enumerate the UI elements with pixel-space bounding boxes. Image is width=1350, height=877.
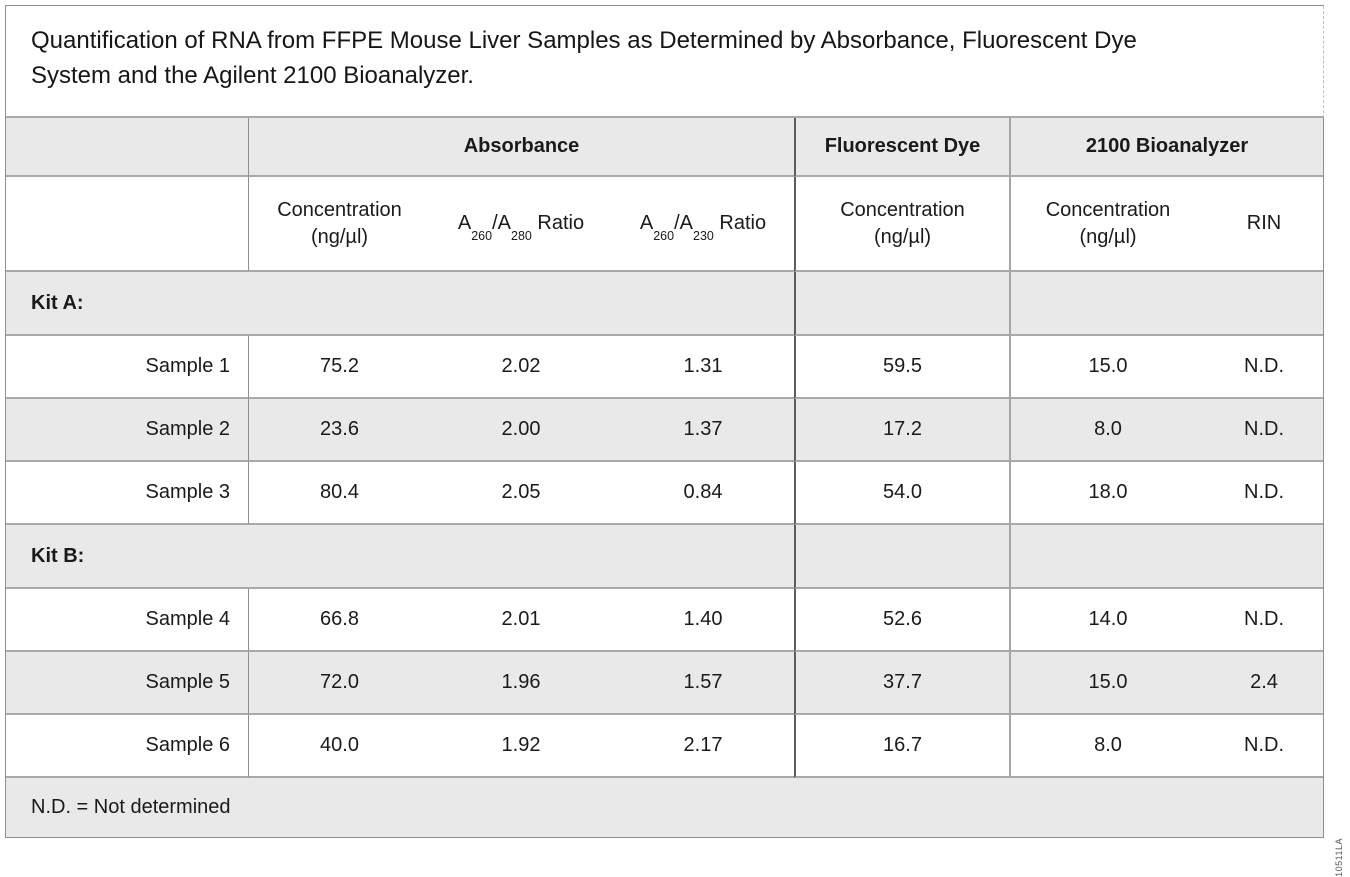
figure-part-number: 10511LA <box>1334 838 1344 877</box>
sample-4-bio-conc: 14.0 <box>1009 589 1205 652</box>
sample-6-label: Sample 6 <box>6 715 248 778</box>
section-label-kit-a: Kit A: <box>6 272 794 336</box>
sample-5-ratio280: 1.96 <box>430 652 612 715</box>
table-row-sample-1: Sample 1 75.2 2.02 1.31 59.5 15.0 N.D. <box>6 336 1323 399</box>
sample-4-abs-conc: 66.8 <box>248 589 430 652</box>
col-header-dye-concentration: Concentration (ng/µl) <box>794 177 1009 272</box>
sample-3-abs-conc: 80.4 <box>248 462 430 525</box>
section-kit-b-dye-empty <box>794 525 1009 589</box>
table-row-sample-3: Sample 3 80.4 2.05 0.84 54.0 18.0 N.D. <box>6 462 1323 525</box>
sample-2-rin: N.D. <box>1205 399 1323 462</box>
col-header-rin: RIN <box>1205 177 1323 272</box>
sample-6-ratio280: 1.92 <box>430 715 612 778</box>
sub-header-empty <box>6 177 248 272</box>
group-header-row: Absorbance Fluorescent Dye 2100 Bioanaly… <box>6 118 1323 177</box>
sample-3-dye-conc: 54.0 <box>794 462 1009 525</box>
sample-1-label: Sample 1 <box>6 336 248 399</box>
footnote-text: N.D. = Not determined <box>6 778 1323 837</box>
section-label-kit-b: Kit B: <box>6 525 794 589</box>
section-kit-b-bio-empty <box>1009 525 1323 589</box>
sample-3-rin: N.D. <box>1205 462 1323 525</box>
figure-title-line1: Quantification of RNA from FFPE Mouse Li… <box>31 27 1137 54</box>
col-header-bio-concentration: Concentration (ng/µl) <box>1009 177 1205 272</box>
sample-3-ratio230: 0.84 <box>612 462 794 525</box>
sample-4-ratio280: 2.01 <box>430 589 612 652</box>
sample-5-abs-conc: 72.0 <box>248 652 430 715</box>
sample-3-label: Sample 3 <box>6 462 248 525</box>
sample-5-dye-conc: 37.7 <box>794 652 1009 715</box>
sample-2-ratio280: 2.00 <box>430 399 612 462</box>
table-row-sample-5: Sample 5 72.0 1.96 1.57 37.7 15.0 2.4 <box>6 652 1323 715</box>
sample-1-dye-conc: 59.5 <box>794 336 1009 399</box>
sample-5-bio-conc: 15.0 <box>1009 652 1205 715</box>
col-header-dye-concentration-line1: Concentration <box>840 198 965 221</box>
sample-5-rin: 2.4 <box>1205 652 1323 715</box>
sample-2-ratio230: 1.37 <box>612 399 794 462</box>
data-table: Absorbance Fluorescent Dye 2100 Bioanaly… <box>6 118 1324 837</box>
col-header-bio-concentration-line1: Concentration <box>1045 198 1171 221</box>
sample-2-bio-conc: 8.0 <box>1009 399 1205 462</box>
col-group-bioanalyzer: 2100 Bioanalyzer <box>1009 118 1323 177</box>
sample-4-rin: N.D. <box>1205 589 1323 652</box>
sample-1-ratio280: 2.02 <box>430 336 612 399</box>
col-header-bio-concentration-line2: (ng/µl) <box>1079 225 1137 248</box>
sample-6-ratio230: 2.17 <box>612 715 794 778</box>
sample-2-dye-conc: 17.2 <box>794 399 1009 462</box>
sample-2-label: Sample 2 <box>6 399 248 462</box>
group-header-empty <box>6 118 248 177</box>
sample-6-bio-conc: 8.0 <box>1009 715 1205 778</box>
col-header-dye-concentration-line2: (ng/µl) <box>873 225 932 248</box>
section-row-kit-a: Kit A: <box>6 272 1323 336</box>
sample-4-label: Sample 4 <box>6 589 248 652</box>
col-header-abs-concentration-line1: Concentration <box>277 198 402 221</box>
col-group-absorbance: Absorbance <box>248 118 794 177</box>
table-row-sample-4: Sample 4 66.8 2.01 1.40 52.6 14.0 N.D. <box>6 589 1323 652</box>
a260-a280-ratio-label: A260/A280 Ratio <box>457 212 585 243</box>
a260-a230-ratio-label: A260/A230 Ratio <box>639 212 767 243</box>
sample-5-ratio230: 1.57 <box>612 652 794 715</box>
sample-1-bio-conc: 15.0 <box>1009 336 1205 399</box>
sample-3-bio-conc: 18.0 <box>1009 462 1205 525</box>
col-header-abs-concentration: Concentration (ng/µl) <box>248 177 430 272</box>
sample-6-rin: N.D. <box>1205 715 1323 778</box>
sample-4-ratio230: 1.40 <box>612 589 794 652</box>
figure-title-line2: System and the Agilent 2100 Bioanalyzer. <box>31 62 474 89</box>
section-kit-a-bio-empty <box>1009 272 1323 336</box>
section-row-kit-b: Kit B: <box>6 525 1323 589</box>
section-kit-a-dye-empty <box>794 272 1009 336</box>
sample-1-ratio230: 1.31 <box>612 336 794 399</box>
sub-header-row: Concentration (ng/µl) A260/A280 Ratio A2… <box>6 177 1323 272</box>
col-header-a260-a280-ratio: A260/A280 Ratio <box>430 177 612 272</box>
figure-title: Quantification of RNA from FFPE Mouse Li… <box>6 6 1324 118</box>
sample-3-ratio280: 2.05 <box>430 462 612 525</box>
table-figure: Quantification of RNA from FFPE Mouse Li… <box>5 5 1324 838</box>
sample-4-dye-conc: 52.6 <box>794 589 1009 652</box>
footnote-row: N.D. = Not determined <box>6 778 1323 837</box>
sample-1-abs-conc: 75.2 <box>248 336 430 399</box>
sample-6-abs-conc: 40.0 <box>248 715 430 778</box>
sample-6-dye-conc: 16.7 <box>794 715 1009 778</box>
col-header-abs-concentration-line2: (ng/µl) <box>310 225 369 248</box>
col-group-fluorescent-dye: Fluorescent Dye <box>794 118 1009 177</box>
table-row-sample-2: Sample 2 23.6 2.00 1.37 17.2 8.0 N.D. <box>6 399 1323 462</box>
table-row-sample-6: Sample 6 40.0 1.92 2.17 16.7 8.0 N.D. <box>6 715 1323 778</box>
sample-5-label: Sample 5 <box>6 652 248 715</box>
sample-2-abs-conc: 23.6 <box>248 399 430 462</box>
sample-1-rin: N.D. <box>1205 336 1323 399</box>
col-header-a260-a230-ratio: A260/A230 Ratio <box>612 177 794 272</box>
